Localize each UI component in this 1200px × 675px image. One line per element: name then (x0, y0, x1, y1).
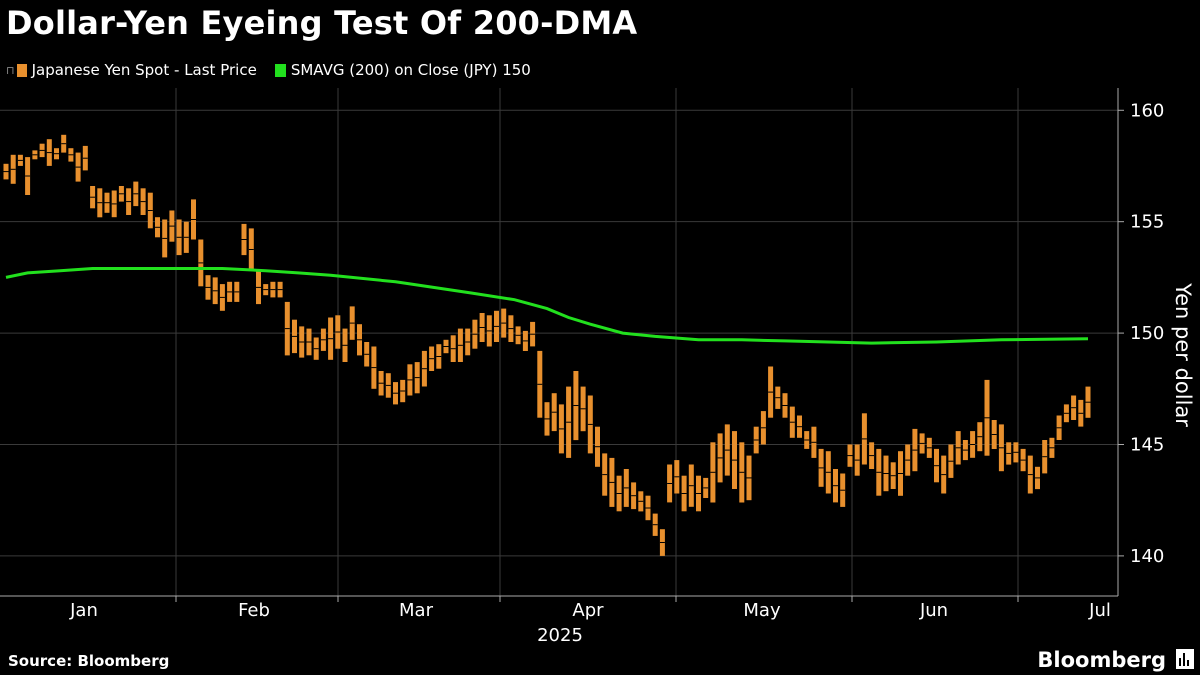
legend-swatch-line-icon (274, 63, 286, 77)
legend-label-sma: SMAVG (200) on Close (JPY) 150 (290, 61, 531, 79)
x-axis-year-label: 2025 (537, 625, 583, 646)
legend-label-yen-spot: Japanese Yen Spot - Last Price (31, 61, 257, 79)
y-axis-label: Yen per dollar (1171, 282, 1195, 427)
legend-swatch-bar-icon (16, 63, 27, 77)
chart-axes: 140 145 150 155 160 Jan Feb Mar Apr May Jun Jul (0, 88, 1164, 621)
y-tick-label: 155 (1130, 212, 1164, 233)
x-tick-label: Jul (1088, 600, 1111, 621)
legend-handle-icon: ⊓ (6, 63, 15, 77)
source-note: Source: Bloomberg (8, 652, 170, 670)
legend-item-yen-spot: ⊓ Japanese Yen Spot - Last Price (6, 61, 257, 79)
x-tick-label: Mar (399, 600, 434, 621)
y-tick-label: 145 (1130, 434, 1164, 455)
price-bars (3, 134, 1091, 556)
chart-grid (0, 88, 1118, 596)
x-tick-label: Jan (69, 600, 98, 621)
sma-line (5, 267, 1089, 345)
legend: ⊓ Japanese Yen Spot - Last Price SMAVG (… (6, 61, 549, 79)
x-tick-label: May (743, 600, 781, 621)
bloomberg-chart-icon (1176, 649, 1194, 669)
bloomberg-logo: Bloomberg (1037, 648, 1166, 672)
x-tick-label: Jun (919, 600, 948, 621)
y-tick-label: 140 (1130, 546, 1164, 567)
x-tick-label: Feb (238, 600, 270, 621)
y-tick-label: 150 (1130, 323, 1164, 344)
legend-item-sma: SMAVG (200) on Close (JPY) 150 (274, 61, 531, 79)
x-tick-label: Apr (572, 600, 604, 621)
y-tick-label: 160 (1130, 100, 1164, 121)
chart-title: Dollar-Yen Eyeing Test Of 200-DMA (6, 4, 638, 42)
